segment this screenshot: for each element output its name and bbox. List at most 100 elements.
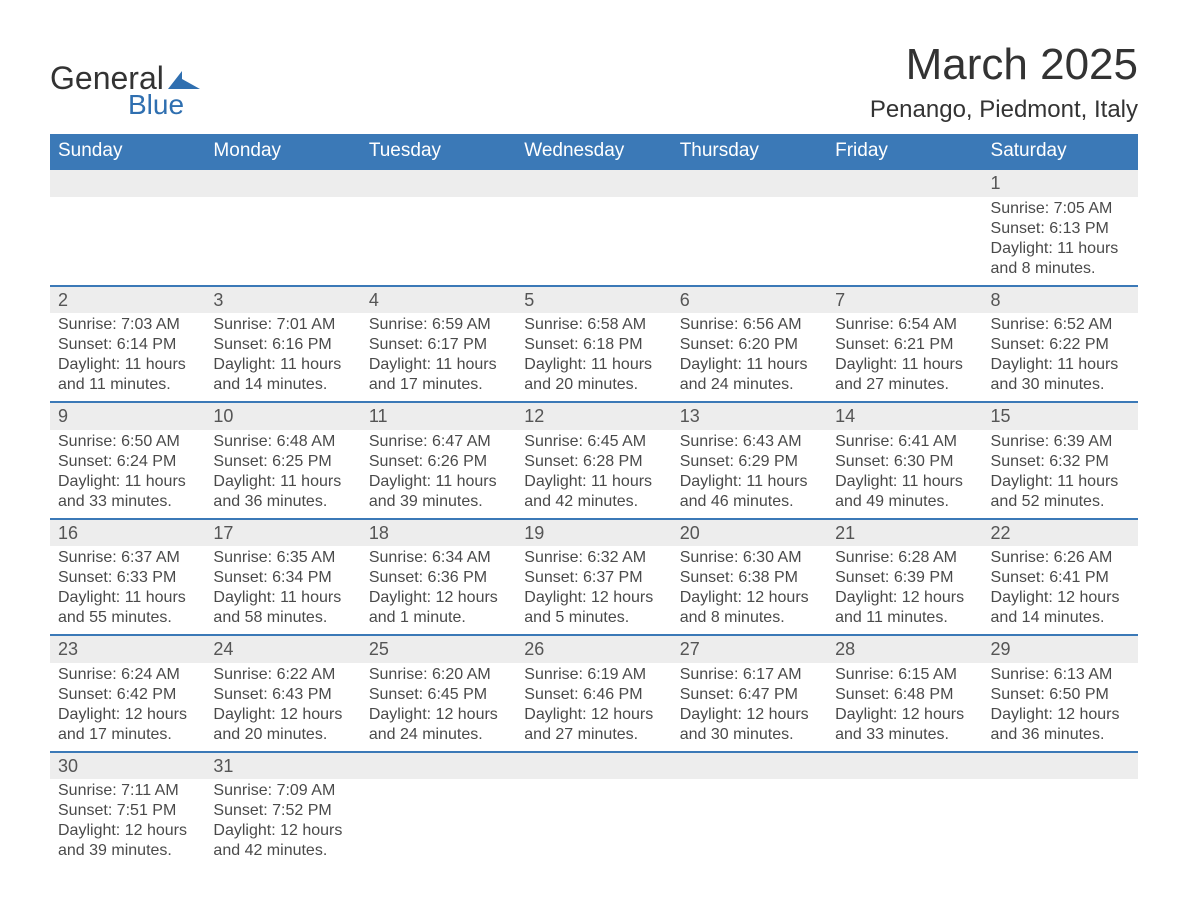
sunset-text: Sunset: 6:16 PM <box>213 335 352 355</box>
sunset-text: Sunset: 6:37 PM <box>524 568 663 588</box>
day-detail-cell: Sunrise: 6:22 AMSunset: 6:43 PMDaylight:… <box>205 663 360 752</box>
daylight-text: Daylight: 11 hours <box>835 472 974 492</box>
sunrise-text: Sunrise: 6:35 AM <box>213 548 352 568</box>
day-detail-cell: Sunrise: 6:24 AMSunset: 6:42 PMDaylight:… <box>50 663 205 752</box>
sunset-text: Sunset: 6:29 PM <box>680 452 819 472</box>
day-number-row: 1 <box>50 169 1138 197</box>
day-detail-cell: Sunrise: 6:17 AMSunset: 6:47 PMDaylight:… <box>672 663 827 752</box>
calendar-table: Sunday Monday Tuesday Wednesday Thursday… <box>50 134 1138 867</box>
weekday-header: Tuesday <box>361 134 516 169</box>
day-detail-cell: Sunrise: 7:05 AMSunset: 6:13 PMDaylight:… <box>983 197 1138 286</box>
day-number <box>672 752 827 780</box>
daylight-text: and 42 minutes. <box>524 492 663 512</box>
day-number <box>672 169 827 197</box>
logo: General Blue <box>50 60 200 121</box>
day-detail-cell <box>672 197 827 286</box>
daylight-text: Daylight: 11 hours <box>58 588 197 608</box>
day-number: 6 <box>672 286 827 314</box>
day-detail-cell: Sunrise: 6:30 AMSunset: 6:38 PMDaylight:… <box>672 546 827 635</box>
sunrise-text: Sunrise: 6:50 AM <box>58 432 197 452</box>
day-detail-cell: Sunrise: 6:15 AMSunset: 6:48 PMDaylight:… <box>827 663 982 752</box>
day-number: 20 <box>672 519 827 547</box>
daylight-text: and 55 minutes. <box>58 608 197 628</box>
day-number <box>827 752 982 780</box>
sunset-text: Sunset: 6:18 PM <box>524 335 663 355</box>
sunrise-text: Sunrise: 6:13 AM <box>991 665 1130 685</box>
day-number: 5 <box>516 286 671 314</box>
sunrise-text: Sunrise: 6:45 AM <box>524 432 663 452</box>
sunset-text: Sunset: 6:41 PM <box>991 568 1130 588</box>
sunrise-text: Sunrise: 6:37 AM <box>58 548 197 568</box>
day-number: 29 <box>983 635 1138 663</box>
day-detail-row: Sunrise: 7:03 AMSunset: 6:14 PMDaylight:… <box>50 313 1138 402</box>
daylight-text: and 8 minutes. <box>680 608 819 628</box>
day-number: 19 <box>516 519 671 547</box>
daylight-text: Daylight: 11 hours <box>680 355 819 375</box>
day-detail-cell <box>50 197 205 286</box>
day-number-row: 23242526272829 <box>50 635 1138 663</box>
day-number <box>205 169 360 197</box>
daylight-text: Daylight: 11 hours <box>369 472 508 492</box>
sunset-text: Sunset: 6:50 PM <box>991 685 1130 705</box>
weekday-header: Wednesday <box>516 134 671 169</box>
daylight-text: Daylight: 11 hours <box>213 355 352 375</box>
day-detail-cell: Sunrise: 6:13 AMSunset: 6:50 PMDaylight:… <box>983 663 1138 752</box>
day-detail-cell <box>361 779 516 867</box>
day-number <box>361 752 516 780</box>
day-detail-row: Sunrise: 6:37 AMSunset: 6:33 PMDaylight:… <box>50 546 1138 635</box>
sunrise-text: Sunrise: 6:24 AM <box>58 665 197 685</box>
sunset-text: Sunset: 6:43 PM <box>213 685 352 705</box>
day-detail-cell: Sunrise: 6:41 AMSunset: 6:30 PMDaylight:… <box>827 430 982 519</box>
day-number: 15 <box>983 402 1138 430</box>
day-detail-cell: Sunrise: 6:39 AMSunset: 6:32 PMDaylight:… <box>983 430 1138 519</box>
daylight-text: Daylight: 11 hours <box>991 355 1130 375</box>
day-number-row: 3031 <box>50 752 1138 780</box>
day-detail-cell <box>205 197 360 286</box>
daylight-text: and 24 minutes. <box>680 375 819 395</box>
daylight-text: and 17 minutes. <box>58 725 197 745</box>
day-detail-cell: Sunrise: 6:54 AMSunset: 6:21 PMDaylight:… <box>827 313 982 402</box>
daylight-text: Daylight: 12 hours <box>213 821 352 841</box>
day-number: 13 <box>672 402 827 430</box>
day-number <box>361 169 516 197</box>
day-detail-cell: Sunrise: 6:26 AMSunset: 6:41 PMDaylight:… <box>983 546 1138 635</box>
sunrise-text: Sunrise: 6:47 AM <box>369 432 508 452</box>
sunrise-text: Sunrise: 6:28 AM <box>835 548 974 568</box>
day-number: 23 <box>50 635 205 663</box>
daylight-text: Daylight: 11 hours <box>835 355 974 375</box>
day-number: 7 <box>827 286 982 314</box>
day-detail-cell: Sunrise: 6:37 AMSunset: 6:33 PMDaylight:… <box>50 546 205 635</box>
day-number <box>50 169 205 197</box>
daylight-text: and 5 minutes. <box>524 608 663 628</box>
sunset-text: Sunset: 6:25 PM <box>213 452 352 472</box>
day-detail-cell: Sunrise: 6:48 AMSunset: 6:25 PMDaylight:… <box>205 430 360 519</box>
daylight-text: and 39 minutes. <box>58 841 197 861</box>
day-number: 27 <box>672 635 827 663</box>
sunrise-text: Sunrise: 7:05 AM <box>991 199 1130 219</box>
daylight-text: Daylight: 11 hours <box>524 472 663 492</box>
day-number: 1 <box>983 169 1138 197</box>
daylight-text: Daylight: 12 hours <box>524 705 663 725</box>
sunrise-text: Sunrise: 6:34 AM <box>369 548 508 568</box>
daylight-text: and 14 minutes. <box>991 608 1130 628</box>
sunset-text: Sunset: 6:30 PM <box>835 452 974 472</box>
day-detail-cell: Sunrise: 7:01 AMSunset: 6:16 PMDaylight:… <box>205 313 360 402</box>
daylight-text: Daylight: 11 hours <box>213 588 352 608</box>
daylight-text: and 58 minutes. <box>213 608 352 628</box>
day-number: 2 <box>50 286 205 314</box>
day-detail-cell: Sunrise: 6:34 AMSunset: 6:36 PMDaylight:… <box>361 546 516 635</box>
day-number: 28 <box>827 635 982 663</box>
daylight-text: Daylight: 12 hours <box>835 705 974 725</box>
sunrise-text: Sunrise: 7:11 AM <box>58 781 197 801</box>
daylight-text: and 27 minutes. <box>835 375 974 395</box>
daylight-text: Daylight: 11 hours <box>369 355 508 375</box>
daylight-text: and 49 minutes. <box>835 492 974 512</box>
day-number: 25 <box>361 635 516 663</box>
sunrise-text: Sunrise: 6:52 AM <box>991 315 1130 335</box>
logo-word-2: Blue <box>128 89 184 121</box>
sunset-text: Sunset: 6:48 PM <box>835 685 974 705</box>
day-detail-cell <box>827 779 982 867</box>
daylight-text: Daylight: 12 hours <box>835 588 974 608</box>
daylight-text: and 33 minutes. <box>58 492 197 512</box>
day-detail-cell <box>516 779 671 867</box>
